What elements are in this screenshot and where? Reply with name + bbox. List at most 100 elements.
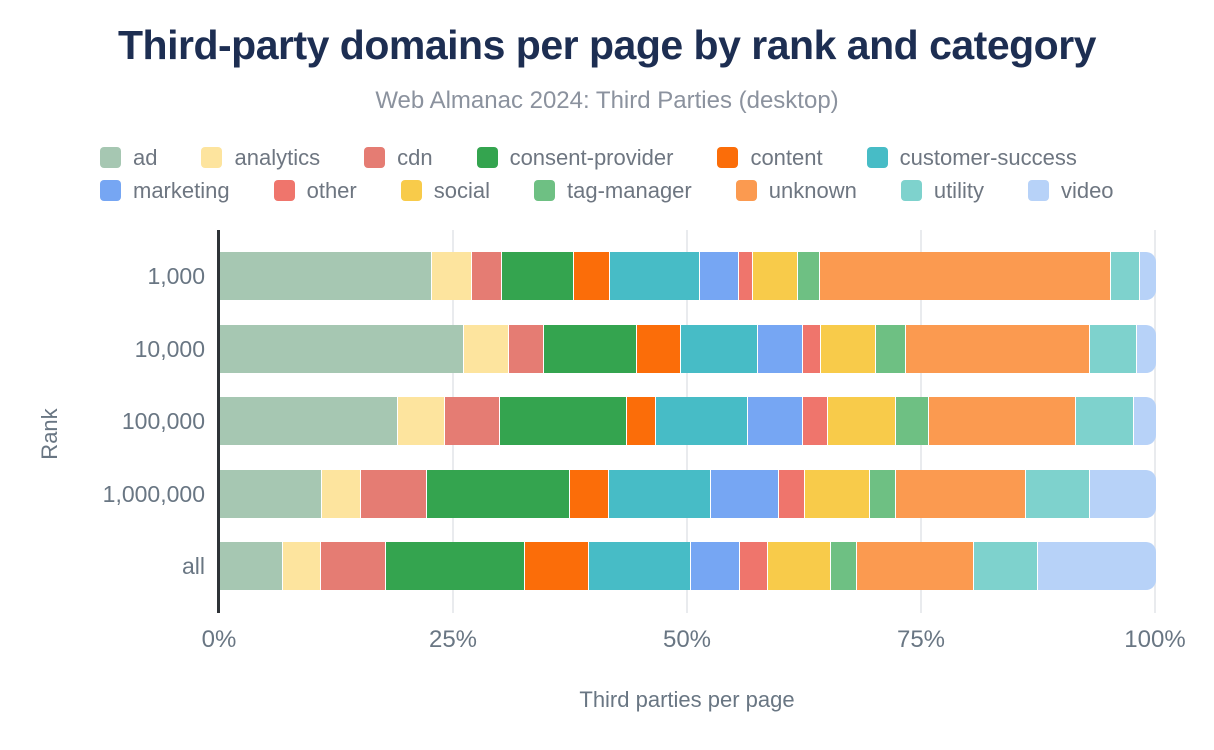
bar-segment-video[interactable] xyxy=(1037,542,1156,590)
bar-segment-other[interactable] xyxy=(802,397,828,445)
bar-segment-analytics[interactable] xyxy=(430,252,471,300)
bar-segment-ad[interactable] xyxy=(220,469,322,518)
y-label-all: all xyxy=(181,553,205,579)
bar-segment-marketing[interactable] xyxy=(689,542,740,590)
legend-swatch-icon xyxy=(717,147,739,168)
bar-segment-customer-success[interactable] xyxy=(679,324,758,373)
bar-segment-content[interactable] xyxy=(569,469,609,518)
bar-segment-consent-provider[interactable] xyxy=(384,542,525,590)
bar-segment-social[interactable] xyxy=(751,252,798,300)
bar-segment-social[interactable] xyxy=(766,542,831,590)
bar-segment-utility[interactable] xyxy=(1074,397,1133,445)
bar-segment-tag-manager[interactable] xyxy=(875,324,906,373)
y-label-1,000,000: 1,000,000 xyxy=(102,480,205,507)
legend-swatch-icon xyxy=(400,180,422,201)
bar-row-10,000 xyxy=(220,324,1156,373)
bar-segment-consent-provider[interactable] xyxy=(500,252,573,300)
bar-segment-social[interactable] xyxy=(819,324,876,373)
bar-segment-cdn[interactable] xyxy=(443,397,499,445)
legend-item-tag-manager[interactable]: tag-manager xyxy=(534,178,692,204)
bar-segment-other[interactable] xyxy=(777,469,804,518)
bar-segment-analytics[interactable] xyxy=(281,542,321,590)
bar-segment-marketing[interactable] xyxy=(699,252,739,300)
bar-segment-utility[interactable] xyxy=(973,542,1038,590)
bar-segment-utility[interactable] xyxy=(1089,324,1137,373)
bar-segment-marketing[interactable] xyxy=(746,397,803,445)
bar-segment-unknown[interactable] xyxy=(894,469,1025,518)
bar-segment-other[interactable] xyxy=(802,324,820,373)
bar-segment-customer-success[interactable] xyxy=(655,397,747,445)
legend-item-other[interactable]: other xyxy=(273,178,357,204)
bar-segment-content[interactable] xyxy=(626,397,656,445)
bar-segment-consent-provider[interactable] xyxy=(542,324,636,373)
legend-row-2: marketing other social tag-manager unknown ut… xyxy=(100,174,1190,207)
bar-segment-video[interactable] xyxy=(1132,397,1156,445)
bar-segment-tag-manager[interactable] xyxy=(868,469,895,518)
bar-segment-other[interactable] xyxy=(738,252,752,300)
x-tick-100%: 100% xyxy=(1124,626,1186,653)
y-label-10,000: 10,000 xyxy=(134,335,205,362)
bar-segment-cdn[interactable] xyxy=(360,469,426,518)
legend-item-customer-success[interactable]: customer-success xyxy=(866,145,1077,171)
legend-label: content xyxy=(750,144,823,170)
legend-item-consent-provider[interactable]: consent-provider xyxy=(476,145,673,171)
legend-item-social[interactable]: social xyxy=(400,178,490,204)
bar-segment-social[interactable] xyxy=(827,397,895,445)
bar-row-100,000 xyxy=(220,397,1156,445)
bar-segment-unknown[interactable] xyxy=(905,324,1090,373)
legend-item-cdn[interactable]: cdn xyxy=(364,145,433,171)
bar-segment-unknown[interactable] xyxy=(818,252,1111,300)
bar-segment-tag-manager[interactable] xyxy=(894,397,929,445)
legend-item-content[interactable]: content xyxy=(717,144,823,171)
bar-segment-utility[interactable] xyxy=(1024,469,1090,518)
bar-segment-cdn[interactable] xyxy=(320,542,385,590)
legend-swatch-icon xyxy=(534,180,555,201)
legend-swatch-icon xyxy=(364,147,386,168)
bar-segment-analytics[interactable] xyxy=(396,397,444,445)
bar-segment-tag-manager[interactable] xyxy=(830,542,857,590)
legend-row-1: ad analytics cdn consent-provider content cus… xyxy=(100,141,1190,174)
legend-item-ad[interactable]: ad xyxy=(100,145,157,171)
legend-item-analytics[interactable]: analytics xyxy=(201,145,320,171)
bar-segment-customer-success[interactable] xyxy=(608,469,711,518)
bar-segment-content[interactable] xyxy=(635,324,680,373)
bar-segment-video[interactable] xyxy=(1139,252,1156,300)
bar-segment-consent-provider[interactable] xyxy=(425,469,570,518)
bar-segment-unknown[interactable] xyxy=(856,542,974,590)
legend-swatch-icon xyxy=(100,147,121,168)
legend-item-video[interactable]: video xyxy=(1027,178,1114,204)
bar-segment-analytics[interactable] xyxy=(321,469,361,518)
bar-segment-marketing[interactable] xyxy=(757,324,803,373)
x-tick-75%: 75% xyxy=(896,626,946,653)
bar-segment-ad[interactable] xyxy=(220,397,397,445)
legend-item-marketing[interactable]: marketing xyxy=(100,178,230,204)
bar-segment-social[interactable] xyxy=(804,469,869,518)
bar-segment-analytics[interactable] xyxy=(463,324,509,373)
bar-segment-video[interactable] xyxy=(1136,324,1156,373)
bar-segment-ad[interactable] xyxy=(220,542,282,590)
bar-segment-ad[interactable] xyxy=(220,324,464,373)
plot-area xyxy=(217,230,1156,613)
bar-segment-cdn[interactable] xyxy=(470,252,501,300)
bar-segment-utility[interactable] xyxy=(1110,252,1140,300)
bar-segment-video[interactable] xyxy=(1089,469,1156,518)
bar-segment-tag-manager[interactable] xyxy=(797,252,819,300)
bar-segment-customer-success[interactable] xyxy=(609,252,700,300)
bar-segment-customer-success[interactable] xyxy=(587,542,690,590)
bar-segment-content[interactable] xyxy=(572,252,610,300)
bar-segment-cdn[interactable] xyxy=(508,324,543,373)
legend-swatch-icon xyxy=(201,147,223,168)
legend-item-unknown[interactable]: unknown xyxy=(735,178,857,204)
bar-segment-other[interactable] xyxy=(739,542,767,590)
legend-label: ad xyxy=(133,144,158,170)
legend-item-utility[interactable]: utility xyxy=(900,177,984,204)
bar-segment-content[interactable] xyxy=(524,542,588,590)
bar-segment-marketing[interactable] xyxy=(710,469,778,518)
bar-segment-ad[interactable] xyxy=(220,252,431,300)
bar-segment-unknown[interactable] xyxy=(928,397,1075,445)
x-tick-50%: 50% xyxy=(662,626,712,653)
y-axis-title: Rank xyxy=(37,408,62,460)
legend-label: utility xyxy=(933,177,984,203)
bar-segment-consent-provider[interactable] xyxy=(498,397,627,445)
legend: ad analytics cdn consent-provider content cus… xyxy=(100,141,1190,207)
